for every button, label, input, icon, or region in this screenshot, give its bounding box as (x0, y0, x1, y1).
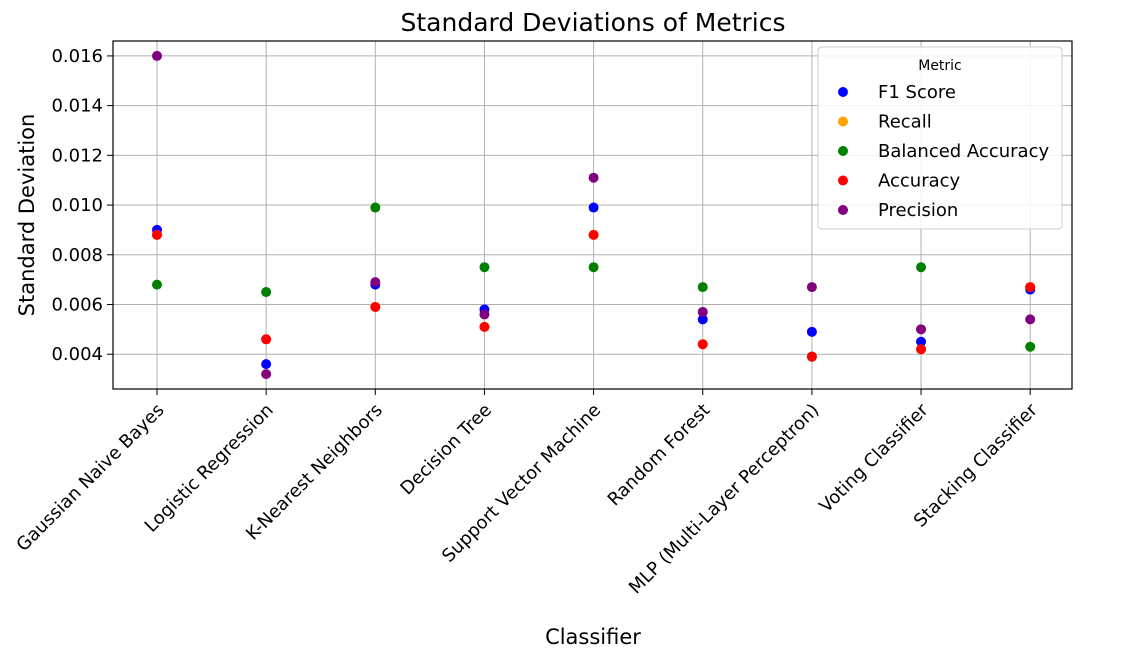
y-axis-ticks: 0.004 0.006 0.008 0.010 0.012 0.014 0.016 (51, 46, 113, 365)
data-point (152, 229, 162, 240)
legend-label: F1 Score (878, 82, 956, 103)
y-tick-label: 0.010 (51, 195, 103, 216)
data-point (588, 202, 599, 213)
y-axis-label: Standard Deviation (15, 114, 39, 317)
legend-label: Recall (878, 112, 932, 133)
data-point (697, 306, 708, 317)
data-point (588, 262, 599, 273)
legend-marker (838, 146, 848, 156)
y-tick-label: 0.016 (51, 46, 103, 67)
data-point (261, 369, 272, 380)
legend-label: Balanced Accuracy (878, 141, 1049, 162)
data-point (697, 314, 708, 325)
y-tick-label: 0.014 (51, 96, 103, 117)
data-point (479, 309, 490, 320)
x-tick-label: Random Forest (604, 400, 715, 511)
data-point (261, 359, 272, 370)
legend-items: F1 Score Recall Balanced Accuracy Accuracy P… (838, 82, 1049, 221)
x-tick-label: Gaussian Naive Bayes (12, 400, 168, 556)
x-tick-label: MLP (Multi-Layer Perceptron) (625, 400, 824, 599)
data-point (370, 202, 381, 213)
data-point (916, 262, 927, 273)
x-tick-label: Stacking Classifier (910, 399, 1042, 531)
legend-marker (838, 116, 848, 127)
y-tick-label: 0.008 (51, 245, 103, 266)
data-point (916, 344, 927, 355)
x-tick-label: Voting Classifier (815, 399, 933, 517)
data-point (588, 229, 599, 240)
data-point (916, 336, 927, 347)
y-tick-label: 0.012 (51, 145, 103, 166)
data-point (916, 324, 927, 335)
legend-marker (838, 205, 848, 215)
legend-marker (838, 175, 848, 186)
y-tick-label: 0.006 (51, 294, 103, 315)
data-point (261, 287, 272, 298)
data-point (697, 282, 708, 293)
chart-title: Standard Deviations of Metrics (400, 8, 785, 37)
data-point (479, 262, 490, 273)
data-point (806, 282, 817, 293)
legend-label: Precision (878, 200, 958, 221)
data-point (1025, 282, 1036, 293)
data-point (1025, 341, 1036, 352)
plot-frame (112, 40, 1073, 390)
legend-title: Metric (918, 58, 962, 74)
data-point (261, 334, 272, 345)
data-point (152, 50, 162, 61)
legend-box (817, 46, 1063, 230)
data-point (1025, 314, 1036, 325)
data-point (806, 326, 817, 337)
data-point (152, 279, 162, 290)
data-point (806, 351, 817, 362)
data-point (370, 301, 381, 312)
x-axis-label: Classifier (545, 625, 641, 649)
legend: Metric F1 Score Recall Balanced Accuracy Ac… (817, 46, 1063, 230)
data-points (152, 50, 1036, 380)
legend-label: Accuracy (878, 171, 961, 192)
data-point (479, 321, 490, 332)
data-point (370, 277, 381, 288)
data-point (588, 172, 599, 183)
data-point (697, 339, 708, 350)
y-tick-label: 0.004 (51, 344, 103, 365)
x-tick-label: Decision Tree (396, 400, 496, 500)
legend-marker (838, 87, 848, 97)
